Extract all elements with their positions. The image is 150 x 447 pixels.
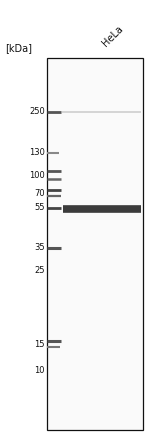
- Text: 10: 10: [34, 366, 45, 375]
- Text: 250: 250: [29, 107, 45, 116]
- Text: 35: 35: [34, 243, 45, 252]
- Text: 55: 55: [34, 203, 45, 212]
- Text: [kDa]: [kDa]: [5, 43, 32, 53]
- Bar: [47, 58, 143, 430]
- Text: 25: 25: [34, 266, 45, 275]
- Text: 70: 70: [34, 189, 45, 198]
- Text: 15: 15: [34, 340, 45, 349]
- Text: 100: 100: [29, 171, 45, 180]
- Text: 130: 130: [29, 148, 45, 157]
- Text: HeLa: HeLa: [100, 23, 125, 48]
